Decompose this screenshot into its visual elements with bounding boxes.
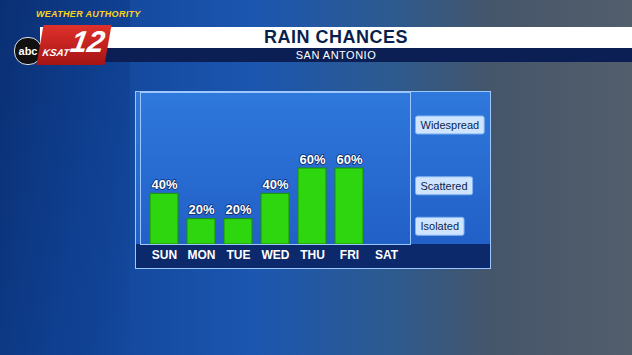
svg-text:FRI: FRI [340,248,359,262]
html-text:WEATHER AUTHORITY: WEATHER AUTHORITY [36,9,141,19]
svg-text:60%: 60% [299,152,325,167]
svg-text:SUN: SUN [152,248,177,262]
svg-text:TUE: TUE [227,248,251,262]
svg-text:THU: THU [300,248,325,262]
svg-text:Isolated: Isolated [421,220,460,232]
svg-text:SAT: SAT [375,248,399,262]
svg-text:Widespread: Widespread [421,119,480,131]
svg-text:20%: 20% [225,202,251,217]
svg-text:60%: 60% [336,152,362,167]
html-text:12: 12 [68,25,108,58]
html-text:SAN ANTONIO: SAN ANTONIO [295,49,377,61]
html-text:KSAT: KSAT [41,47,71,58]
svg-text:Scattered: Scattered [421,180,468,192]
svg-text:MON: MON [188,248,216,262]
svg-text:40%: 40% [151,177,177,192]
svg-text:40%: 40% [262,177,288,192]
html-text:abc: abc [18,45,38,57]
html-text:RAIN CHANCES: RAIN CHANCES [264,27,408,47]
svg-text:20%: 20% [188,202,214,217]
svg-text:WED: WED [262,248,290,262]
